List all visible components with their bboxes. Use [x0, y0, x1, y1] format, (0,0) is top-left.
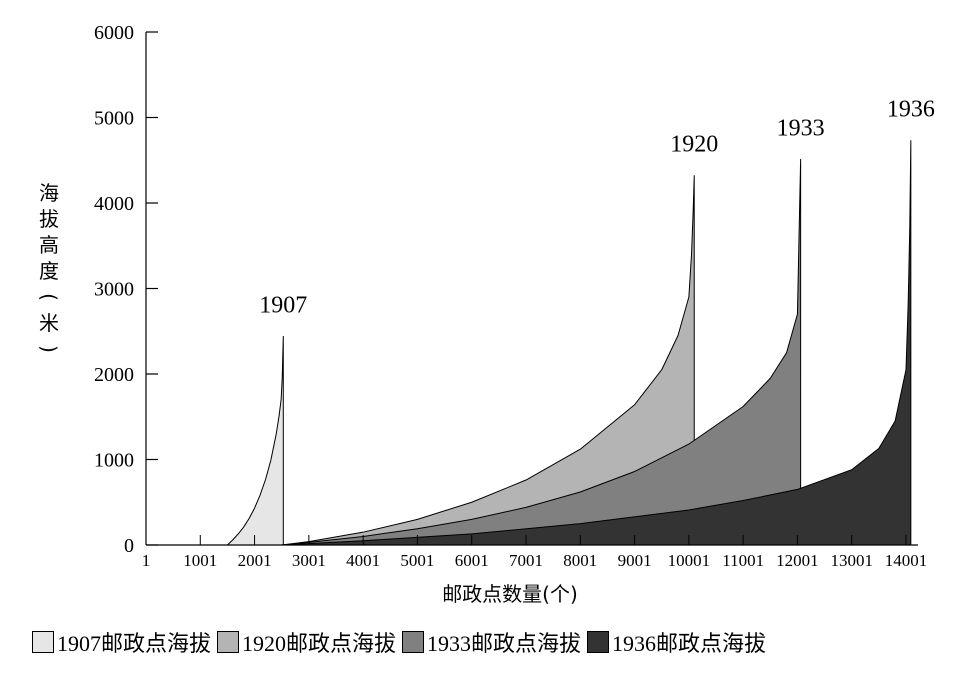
area-series-1920: [281, 175, 695, 546]
y-tick-label: 1000: [94, 450, 134, 472]
x-tick-label: 14001: [885, 551, 928, 570]
x-tick-label: 12001: [776, 551, 819, 570]
x-tick-label: 2001: [238, 551, 272, 570]
legend-item-1933: 1933邮政点海拔: [402, 626, 581, 658]
x-axis-title: 邮政点数量(个): [442, 582, 578, 606]
x-tick-label: 8001: [563, 551, 597, 570]
legend-swatch: [32, 631, 54, 653]
legend-label: 1920邮政点海拔: [242, 631, 397, 656]
peak-label-1907: 1907: [259, 292, 307, 318]
y-tick-label: 2000: [94, 364, 134, 386]
x-tick-label: 9001: [618, 551, 652, 570]
x-tick-label: 7001: [509, 551, 543, 570]
y-tick-label: 0: [124, 535, 134, 557]
area-series-1936: [281, 140, 912, 546]
legend-item-1920: 1920邮政点海拔: [217, 626, 396, 658]
x-tick-label: 1: [142, 551, 151, 570]
y-ticks: 0 1000 2000 3000 4000 5000 6000: [94, 22, 158, 557]
y-axis-title-char: 拔: [39, 207, 59, 231]
x-tick-label: 13001: [830, 551, 873, 570]
x-tick-label: 1001: [183, 551, 217, 570]
y-axis-title-char: ): [37, 345, 61, 353]
axes: [145, 32, 918, 546]
legend-item-1907: 1907邮政点海拔: [32, 626, 211, 658]
x-tick-label: 5001: [400, 551, 434, 570]
y-axis-title-char: 高: [39, 233, 59, 257]
y-axis-title-char: 海: [39, 181, 59, 205]
y-axis-title-char: (: [37, 293, 61, 301]
x-ticks: 1 1001 2001 3001 4001 5001 6001 7001 8001 9001 100…: [142, 535, 928, 570]
y-tick-label: 5000: [94, 108, 134, 130]
y-axis-title-char: 度: [39, 259, 59, 283]
peak-label-1936: 1936: [887, 97, 935, 123]
legend-swatch: [402, 631, 425, 653]
y-tick-label: 4000: [94, 193, 134, 215]
area-series-1907: [226, 335, 284, 546]
peak-label-1933: 1933: [777, 115, 825, 141]
peak-labels: 1907 1920 1933 1936: [259, 97, 935, 319]
x-tick-label: 6001: [455, 551, 489, 570]
y-axis-title-char: 米: [39, 311, 59, 335]
x-tick-label: 10001: [668, 551, 711, 570]
peak-label-1920: 1920: [670, 132, 718, 158]
legend-label: 1936邮政点海拔: [612, 631, 767, 656]
legend-label: 1933邮政点海拔: [427, 631, 582, 656]
x-tick-label: 11001: [722, 551, 764, 570]
x-tick-label: 3001: [292, 551, 326, 570]
legend-label: 1907邮政点海拔: [57, 631, 212, 656]
series-areas: [226, 140, 912, 546]
legend-item-1936: 1936邮政点海拔: [587, 626, 766, 658]
y-tick-label: 3000: [94, 279, 134, 301]
legend-swatch: [217, 631, 240, 653]
y-tick-label: 6000: [94, 22, 134, 44]
legend: 1907邮政点海拔 1920邮政点海拔 1933邮政点海拔 1936邮政点海拔: [32, 624, 772, 660]
legend-swatch: [587, 631, 610, 653]
x-tick-label: 4001: [346, 551, 380, 570]
